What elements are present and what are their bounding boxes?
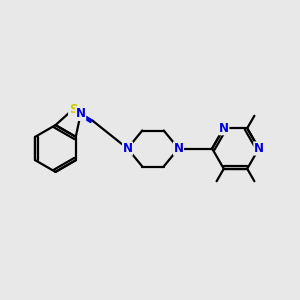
Text: N: N: [122, 142, 133, 155]
Text: N: N: [173, 142, 184, 155]
Text: N: N: [219, 122, 229, 135]
Text: S: S: [69, 103, 77, 116]
Text: N: N: [254, 142, 264, 155]
Text: N: N: [76, 107, 85, 120]
